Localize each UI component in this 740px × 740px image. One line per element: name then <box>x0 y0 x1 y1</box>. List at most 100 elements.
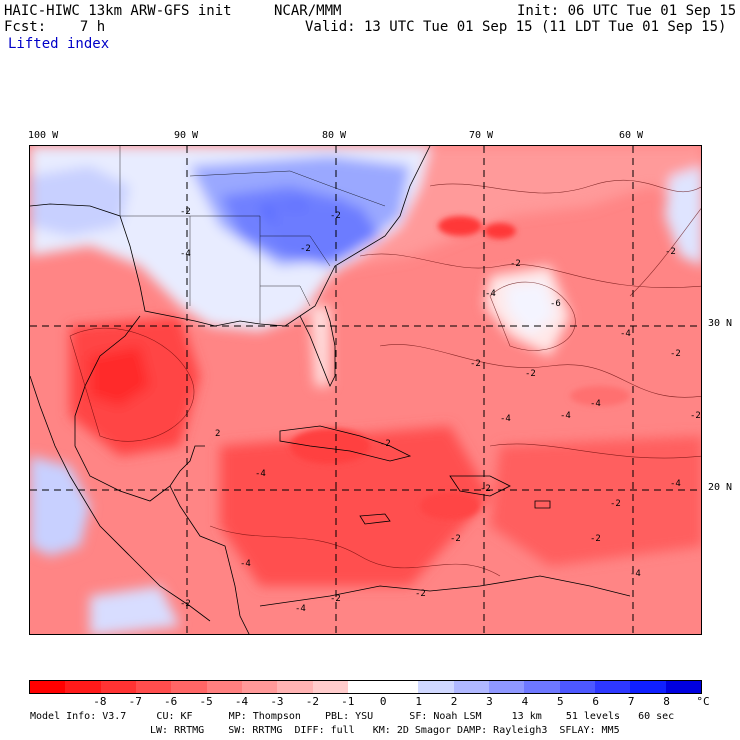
colorbar-tick: -4 <box>234 695 249 708</box>
map-canvas: -2 -2 -2 -2 -2 -4 -4 -4 -6 -2 -2 -4 -2 2 -4 -2 -4 -2 -4 -2 -… <box>30 146 701 634</box>
contour-label: -2 <box>330 594 341 604</box>
contour-label: -2 <box>665 247 676 257</box>
header-fcst: Fcst: 7 h <box>4 19 106 35</box>
contour-label: -4 <box>500 414 511 424</box>
puerto-rico <box>534 500 551 509</box>
field-gulf-core <box>90 346 150 406</box>
contour-2 <box>359 253 701 288</box>
colorbar-tick: 6 <box>592 695 600 708</box>
contour-label: -4 <box>560 411 571 421</box>
lon-label-80w: 80 W <box>322 130 347 141</box>
field-caribbean-unstable <box>220 426 490 586</box>
field-texas-plains <box>30 166 130 236</box>
contour-label: -2 <box>590 534 601 544</box>
colorbar-swatch <box>277 681 313 693</box>
contour-label: -2 <box>510 259 521 269</box>
lon-label-60w: 60 W <box>619 130 644 141</box>
footer-line1: Model Info: V3.7 CU: KF MP: Thompson PBL… <box>30 711 675 722</box>
contour-label: 2 <box>215 429 220 439</box>
colorbar-swatch <box>665 681 701 693</box>
contour-label: -2 <box>300 244 311 254</box>
contour-label: -2 <box>470 359 481 369</box>
colorbar-swatch <box>383 681 419 693</box>
contour-label: -4 <box>485 289 496 299</box>
field-pacific-coast <box>90 586 180 634</box>
colorbar-swatch <box>100 681 136 693</box>
header-init: Init: 06 UTC Tue 01 Sep 15 <box>517 3 737 19</box>
contour-label: -4 <box>180 249 191 259</box>
field-carolinas <box>270 206 380 266</box>
colorbar-tick: -7 <box>128 695 142 708</box>
field-north-atlantic <box>350 146 701 266</box>
colorbar-swatch <box>453 681 490 693</box>
colorbar-tick: 5 <box>557 695 564 708</box>
colorbar-swatch <box>171 681 207 693</box>
contour-label: -4 <box>670 479 681 489</box>
field-shading <box>30 146 701 634</box>
colorbar-swatch <box>65 681 101 693</box>
colorbar-swatch <box>559 681 595 693</box>
south-america-coast <box>259 575 631 607</box>
field-east-stable <box>665 166 701 266</box>
colorbar-tick: 7 <box>627 695 635 708</box>
header-valid: Valid: 13 UTC Tue 01 Sep 15 (11 LDT Tue … <box>305 19 727 35</box>
contour-label: -2 <box>450 534 461 544</box>
contour-label: -4 <box>255 469 266 479</box>
colorbar-tick: -3 <box>270 695 284 708</box>
state-borders <box>119 146 386 324</box>
contour-6 <box>209 525 501 577</box>
contour-label: -2 <box>415 589 426 599</box>
border-3 <box>190 215 261 324</box>
contour-1 <box>429 179 701 194</box>
contour-label: -2 <box>670 349 681 359</box>
lat-label-20n: 20 N <box>708 482 733 493</box>
contour-label: -2 <box>380 439 391 449</box>
field-cell-2 <box>484 223 516 239</box>
contour-lines <box>69 179 701 577</box>
header-field: Lifted index <box>8 36 110 52</box>
colorbar-swatch <box>135 681 172 693</box>
colorbar-tick: 3 <box>486 695 493 708</box>
field-east-caribbean <box>490 436 701 566</box>
contour-3 <box>489 281 576 351</box>
lon-label-70w: 70 W <box>469 130 494 141</box>
colorbar-tick: 4 <box>521 695 529 708</box>
colorbar-tick: -8 <box>93 695 107 708</box>
lat-label-30n: 30 N <box>708 318 733 329</box>
colorbar-tick: 0 <box>379 695 387 708</box>
lon-label-90w: 90 W <box>174 130 199 141</box>
colorbar-tick: 2 <box>450 695 458 708</box>
contour-8 <box>629 208 701 297</box>
mexico-gulf-coast <box>74 315 205 502</box>
contour-label-layer: -2 -2 -2 -2 -2 -4 -4 -4 -6 -2 -2 -4 -2 2 -4 -2 -4 -2 -4 -2 -… <box>180 207 701 614</box>
field-cell-1 <box>438 216 482 236</box>
colorbar-unit: °C <box>696 695 710 708</box>
hispaniola <box>449 475 511 497</box>
contour-7 <box>489 443 701 459</box>
border-4 <box>260 235 331 267</box>
colorbar-swatch <box>206 681 242 693</box>
contour-label: -4 <box>630 569 641 579</box>
contour-label: -2 <box>610 499 621 509</box>
contour-5 <box>69 327 195 442</box>
contour-label: -2 <box>525 369 536 379</box>
colorbar-tick: -1 <box>341 695 355 708</box>
contour-4 <box>379 344 701 398</box>
colorbar-swatch <box>418 681 454 693</box>
field-detail <box>290 216 630 520</box>
mexico-pacific-coast <box>30 375 211 622</box>
field-atlantic-stable <box>505 281 555 336</box>
colorbar-tick: 1 <box>415 695 422 708</box>
colorbar-swatch <box>30 681 66 693</box>
colorbar-tick: -2 <box>305 695 319 708</box>
contour-label: -4 <box>590 399 601 409</box>
field-cell-5 <box>290 428 370 464</box>
florida-coast <box>299 305 336 387</box>
field-cell-3 <box>570 386 630 406</box>
colorbar-tick: 8 <box>663 695 670 708</box>
colorbar-swatch <box>241 681 278 693</box>
contour-label: -4 <box>240 559 251 569</box>
lifted-index-map: -2 -2 -2 -2 -2 -4 -4 -4 -6 -2 -2 -4 -2 2 -4 -2 -4 -2 -4 -2 -… <box>29 145 702 635</box>
colorbar-swatch <box>524 681 560 693</box>
colorbar-swatch <box>347 681 384 693</box>
